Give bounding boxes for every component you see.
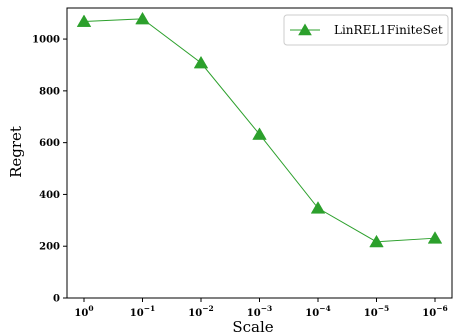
x-tick-exponent: −1: [144, 304, 156, 313]
x-tick-exponent: 0: [88, 304, 93, 313]
data-point-marker: [311, 202, 325, 214]
series-layer: [77, 12, 442, 247]
x-tick-base: 10: [305, 308, 319, 319]
x-tick-base: 10: [188, 308, 202, 319]
x-tick-label: 10−1: [130, 304, 155, 319]
x-tick-label: 10−5: [364, 304, 389, 319]
x-tick-base: 10: [422, 308, 436, 319]
x-tick-exponent: −5: [378, 304, 390, 313]
plot-frame: [67, 8, 452, 298]
data-point-marker: [253, 128, 267, 140]
y-axis-ticks: 0 200 400 600 800 1000: [32, 35, 67, 305]
x-tick-exponent: −6: [436, 304, 448, 313]
y-tick-label: 800: [39, 86, 60, 97]
x-tick-exponent: −3: [261, 304, 273, 313]
x-tick-base: 10: [74, 308, 88, 319]
y-tick-label: 1000: [32, 35, 60, 46]
y-tick-label: 200: [39, 242, 60, 253]
x-tick-label: 10−6: [422, 304, 447, 319]
legend-label: LinREL1FiniteSet: [334, 23, 443, 37]
x-axis-title: Scale: [232, 318, 273, 336]
plot-axes: [67, 8, 452, 298]
y-tick-label: 400: [39, 190, 60, 201]
x-tick-base: 10: [364, 308, 378, 319]
x-tick-base: 10: [130, 308, 144, 319]
x-tick-label: 100: [74, 304, 93, 319]
data-point-marker: [428, 232, 442, 244]
x-axis-ticks: 100 10−1 10−2 10−3 10−4 10−5 10−6: [74, 298, 447, 319]
x-tick-label: 10−2: [188, 304, 213, 319]
x-tick-label: 10−3: [247, 304, 272, 319]
data-point-marker: [194, 56, 208, 68]
x-tick-exponent: −2: [202, 304, 214, 313]
legend: LinREL1FiniteSet: [284, 15, 448, 45]
y-axis-title: Regret: [7, 126, 25, 178]
y-tick-label: 600: [39, 138, 60, 149]
data-point-marker: [136, 12, 150, 24]
x-tick-label: 10−4: [305, 304, 330, 319]
y-tick-label: 0: [53, 294, 60, 305]
x-tick-exponent: −4: [319, 304, 331, 313]
